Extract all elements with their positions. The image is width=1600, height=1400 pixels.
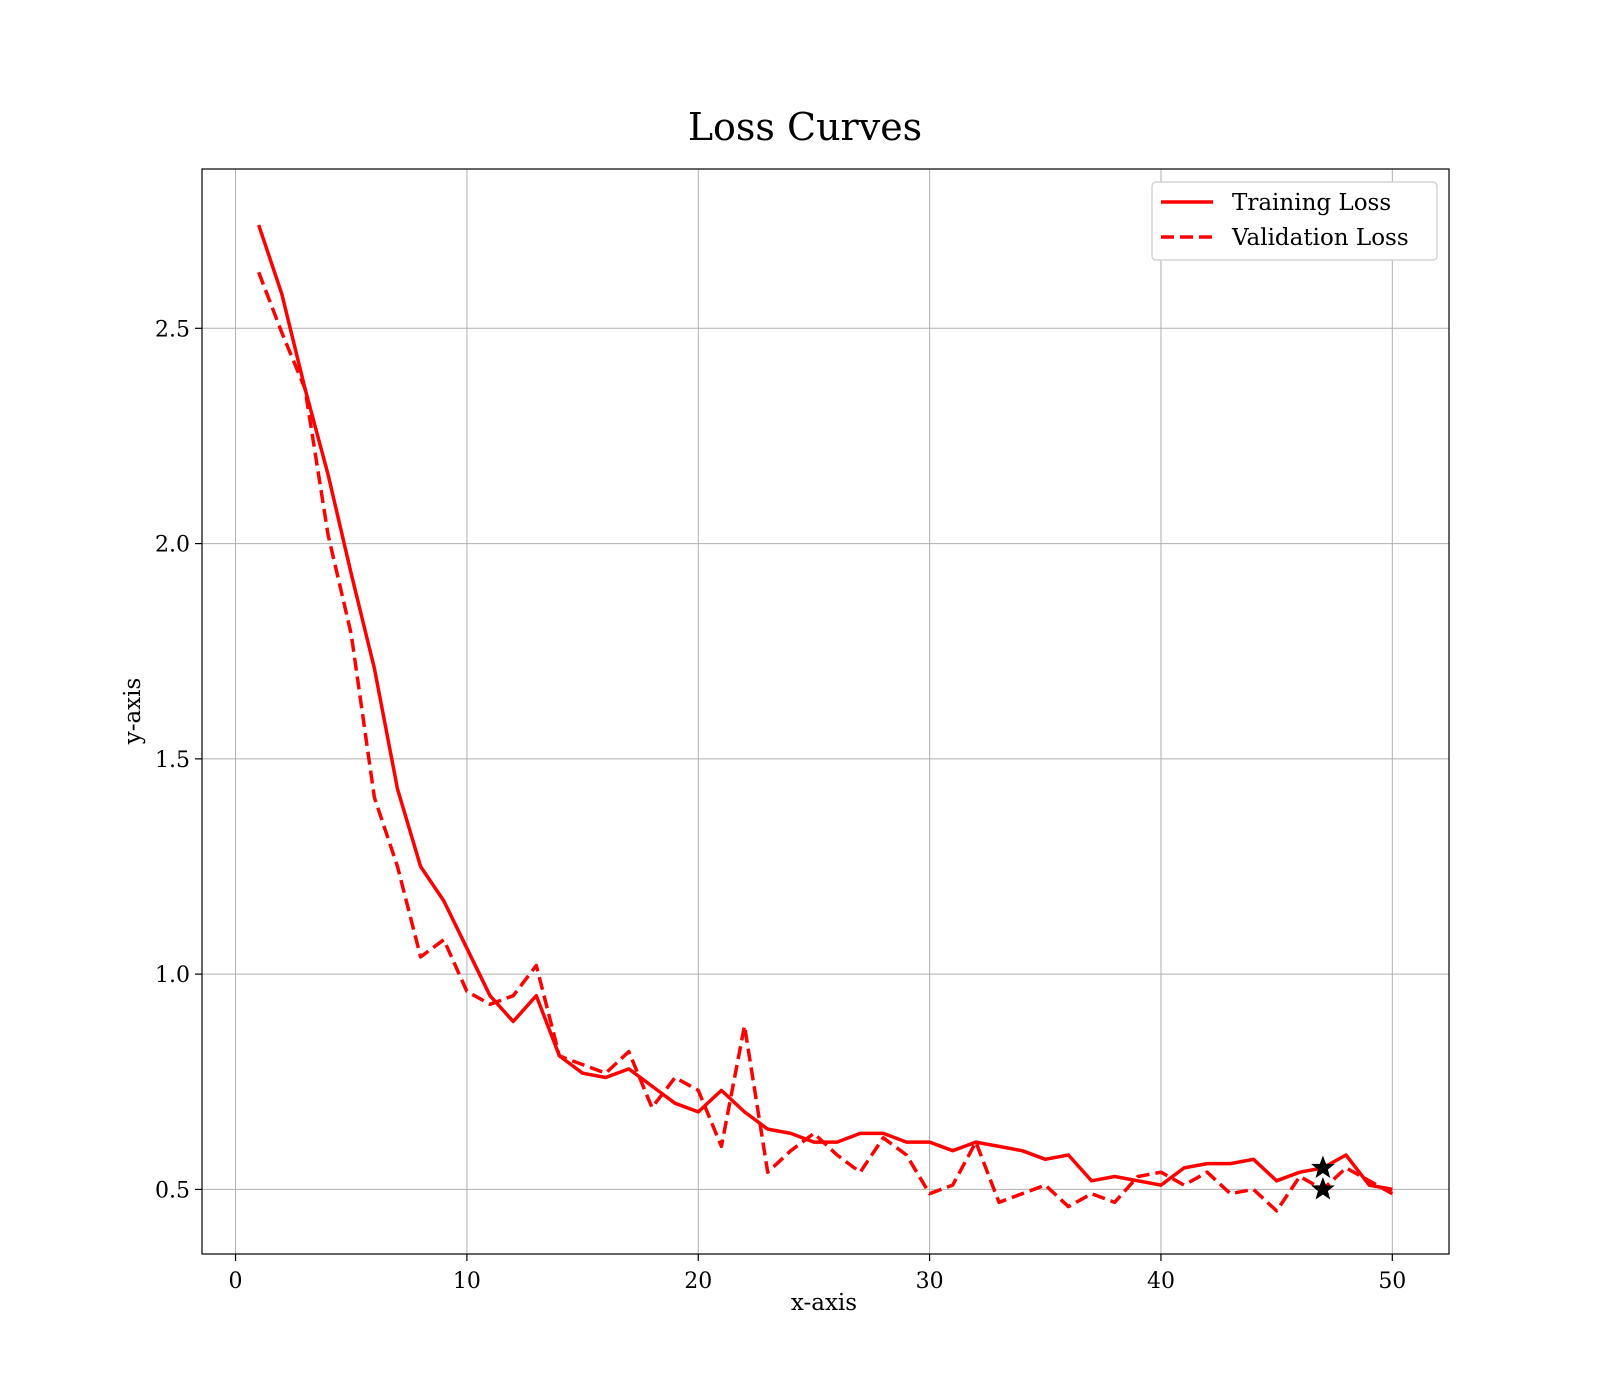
series-line-validation-loss <box>257 271 1394 1213</box>
series-layer <box>257 224 1394 1213</box>
y-axis-label: y-axis <box>120 678 146 746</box>
star-marker <box>1311 1176 1335 1200</box>
x-tick-label: 0 <box>229 1269 243 1294</box>
y-tick-label: 1.0 <box>155 963 190 988</box>
plot-frame <box>201 168 1450 1255</box>
legend-label-validation: Validation Loss <box>1231 225 1409 251</box>
markers-layer <box>1311 1155 1335 1200</box>
x-axis-label: x-axis <box>791 1290 857 1316</box>
y-tick-label: 2.5 <box>155 317 190 342</box>
grid-lines <box>202 169 1449 1254</box>
star-marker <box>1311 1155 1335 1178</box>
x-tick-label: 50 <box>1378 1269 1406 1294</box>
x-tick-label: 10 <box>453 1269 481 1294</box>
x-tick-label: 30 <box>916 1269 944 1294</box>
x-tick-label: 20 <box>684 1269 712 1294</box>
chart-title: Loss Curves <box>688 105 922 149</box>
y-tick-label: 0.5 <box>155 1178 190 1203</box>
legend-label-training: Training Loss <box>1232 190 1391 216</box>
y-tick-label: 2.0 <box>155 533 190 558</box>
legend: Training Loss Validation Loss <box>1151 181 1438 261</box>
x-tick-label: 40 <box>1147 1269 1175 1294</box>
legend-box <box>1151 181 1438 261</box>
y-tick-label: 1.5 <box>155 748 190 773</box>
axis-ticks: 0 10 20 30 40 50 0.5 1.0 1.5 2.0 2.5 <box>155 317 1406 1294</box>
